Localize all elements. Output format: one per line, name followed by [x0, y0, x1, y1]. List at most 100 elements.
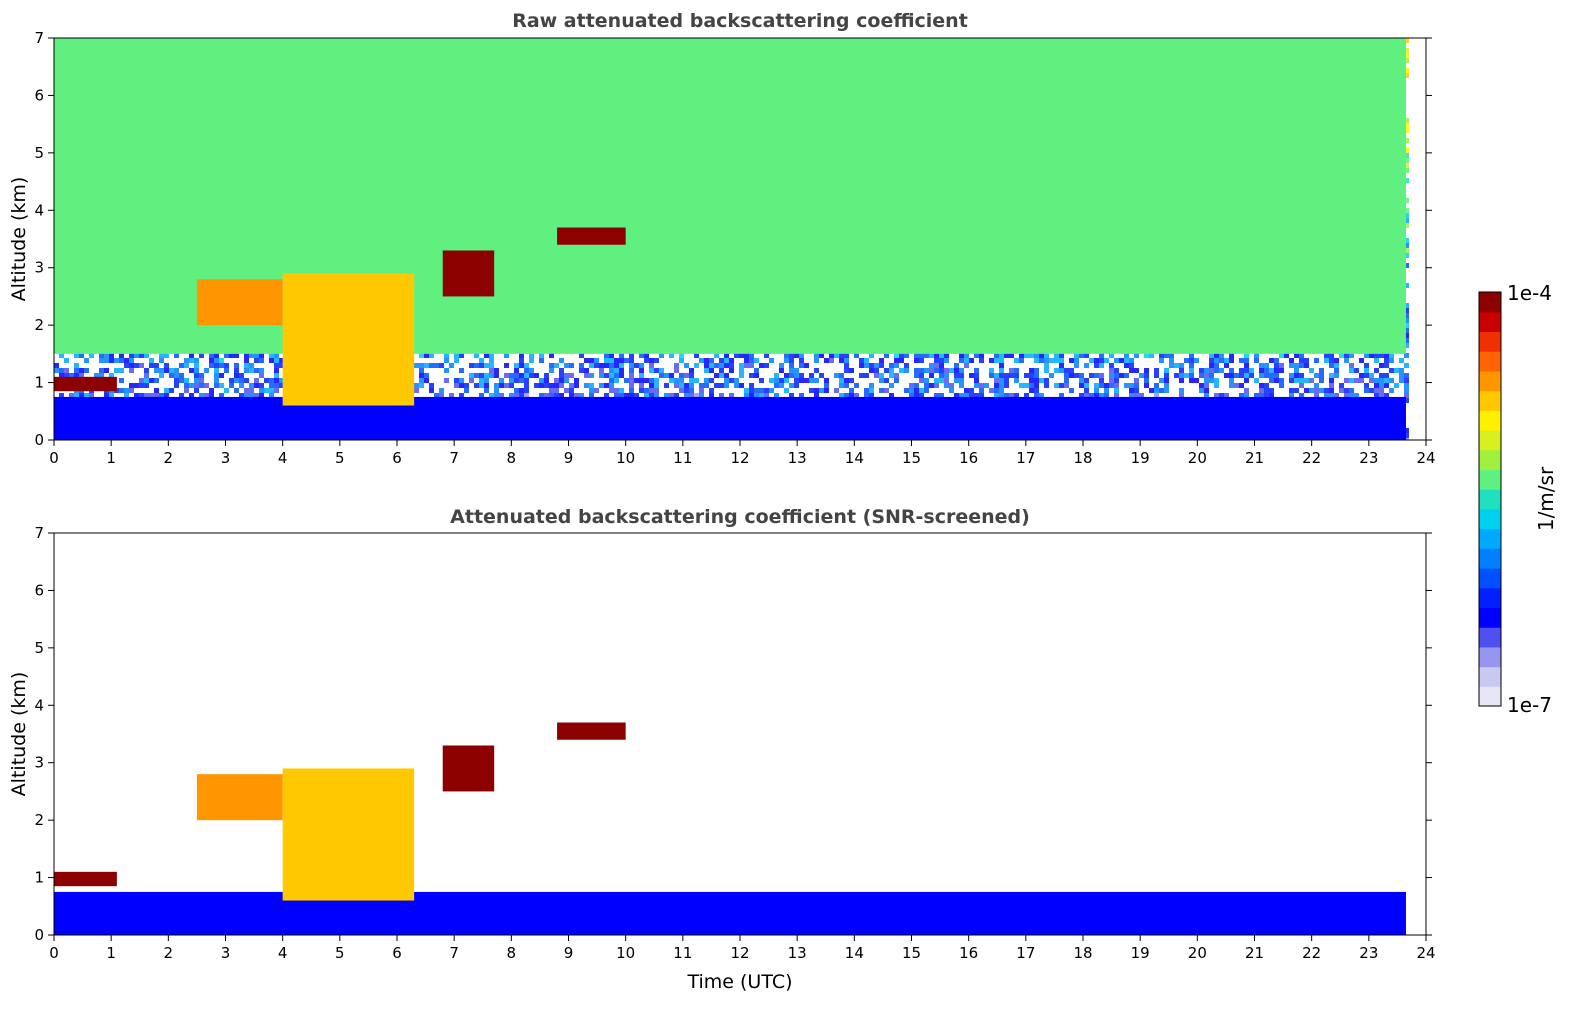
x-tick-label: 15	[902, 449, 921, 467]
colorbar-segment	[1479, 489, 1501, 510]
colorbar-segment	[1479, 311, 1501, 333]
y-tick-label: 3	[34, 754, 44, 772]
x-tick-label: 20	[1188, 944, 1207, 962]
colorbar-max-label: 1e-4	[1507, 281, 1552, 305]
colorbar-segment	[1479, 469, 1501, 490]
x-tick-label: 1	[106, 944, 116, 962]
x-tick-label: 7	[449, 944, 459, 962]
x-tick-label: 10	[616, 944, 635, 962]
screened-y-axis-label: Altitude (km)	[8, 672, 30, 797]
colorbar-segment	[1479, 568, 1501, 589]
y-tick-label: 6	[34, 581, 44, 599]
y-tick-label: 2	[34, 316, 44, 334]
y-tick-label: 5	[34, 639, 44, 657]
x-tick-label: 24	[1416, 944, 1435, 962]
x-tick-label: 15	[902, 944, 921, 962]
x-tick-label: 4	[278, 449, 288, 467]
y-tick-label: 7	[34, 29, 44, 47]
y-tick-label: 4	[34, 696, 44, 714]
feature-boundary-layer	[54, 396, 1406, 440]
colorbar-segment	[1479, 686, 1501, 707]
screened-x-axis: 0 1 2 3 4 5 6 7 8 9 10 11 12 13 14 15 16 17 18 19 20 21 22 23 24	[49, 935, 1436, 962]
x-tick-label: 14	[845, 449, 864, 467]
x-tick-label: 2	[164, 944, 174, 962]
raw-backscatter-panel: Raw attenuated backscattering coefficien…	[8, 10, 1436, 467]
y-tick-label: 6	[34, 86, 44, 104]
colorbar-segment	[1479, 331, 1501, 352]
feature-descending-layer	[282, 768, 415, 901]
feature-mid-level-cloud	[196, 279, 283, 326]
colorbar-segment	[1479, 548, 1501, 569]
x-tick-label: 17	[1016, 944, 1035, 962]
raw-y-axis: 0 1 2 3 4 5 6 7	[34, 29, 1432, 449]
x-tick-label: 21	[1245, 944, 1264, 962]
y-tick-label: 2	[34, 811, 44, 829]
x-tick-label: 18	[1073, 449, 1092, 467]
colorbar-segment	[1479, 528, 1501, 549]
feature-low-cloud	[54, 376, 117, 392]
feature-boundary-layer	[54, 891, 1406, 935]
x-tick-label: 3	[221, 449, 231, 467]
feature-cloud-7-5h	[442, 250, 495, 297]
x-tick-label: 24	[1416, 449, 1435, 467]
x-tick-label: 19	[1131, 449, 1150, 467]
x-tick-label: 3	[221, 944, 231, 962]
x-tick-label: 14	[845, 944, 864, 962]
x-tick-label: 19	[1131, 944, 1150, 962]
colorbar-gradient	[1479, 292, 1501, 707]
x-tick-label: 6	[392, 449, 402, 467]
colorbar-segment	[1479, 607, 1501, 628]
x-tick-label: 5	[335, 449, 345, 467]
x-tick-label: 11	[673, 944, 692, 962]
colorbar-min-label: 1e-7	[1507, 693, 1552, 717]
time-axis-label: Time (UTC)	[686, 971, 792, 993]
screened-backscatter-panel: Attenuated backscattering coefficient (S…	[8, 506, 1436, 993]
colorbar-frame	[1478, 291, 1502, 707]
colorbar-segment	[1479, 666, 1501, 687]
raw-x-axis: 0 1 2 3 4 5 6 7 8 9 10 11 12 13 14 15 16 17 18 19 20 21 22 23 24	[49, 440, 1436, 467]
x-tick-label: 21	[1245, 449, 1264, 467]
colorbar-segment	[1479, 430, 1501, 451]
x-tick-label: 7	[449, 449, 459, 467]
x-tick-label: 4	[278, 944, 288, 962]
colorbar-segment	[1479, 351, 1501, 372]
y-tick-label: 3	[34, 259, 44, 277]
y-tick-label: 1	[34, 869, 44, 887]
x-tick-label: 12	[730, 944, 749, 962]
raw-y-axis-label: Altitude (km)	[8, 177, 30, 302]
x-tick-label: 2	[164, 449, 174, 467]
feature-descending-layer	[282, 273, 415, 406]
x-tick-label: 16	[959, 944, 978, 962]
x-tick-label: 8	[507, 944, 517, 962]
x-tick-label: 23	[1359, 449, 1378, 467]
y-tick-label: 4	[34, 201, 44, 219]
y-tick-label: 0	[34, 926, 44, 944]
y-tick-label: 7	[34, 524, 44, 542]
x-tick-label: 20	[1188, 449, 1207, 467]
x-tick-label: 11	[673, 449, 692, 467]
raw-plot-area	[54, 38, 1409, 440]
x-tick-label: 6	[392, 944, 402, 962]
feature-low-cloud	[54, 871, 117, 887]
screened-plot-area	[54, 722, 1406, 935]
y-tick-label: 5	[34, 144, 44, 162]
x-tick-label: 22	[1302, 449, 1321, 467]
colorbar-segment	[1479, 410, 1501, 431]
x-tick-label: 13	[788, 449, 807, 467]
feature-cloud-7-5h	[442, 745, 495, 792]
x-tick-label: 23	[1359, 944, 1378, 962]
feature-mid-level-cloud	[196, 774, 283, 821]
x-tick-label: 0	[49, 449, 59, 467]
colorbar-segment	[1479, 292, 1501, 313]
colorbar-segment	[1479, 587, 1501, 609]
colorbar-segment	[1479, 449, 1501, 471]
x-tick-label: 1	[106, 449, 116, 467]
colorbar: 1e-4 1e-7 1/m/sr	[1478, 281, 1558, 717]
colorbar-segment	[1479, 646, 1501, 668]
feature-cloud-9-5h	[557, 227, 626, 245]
x-tick-label: 18	[1073, 944, 1092, 962]
x-tick-label: 5	[335, 944, 345, 962]
feature-cloud-9-5h	[557, 722, 626, 740]
x-tick-label: 16	[959, 449, 978, 467]
